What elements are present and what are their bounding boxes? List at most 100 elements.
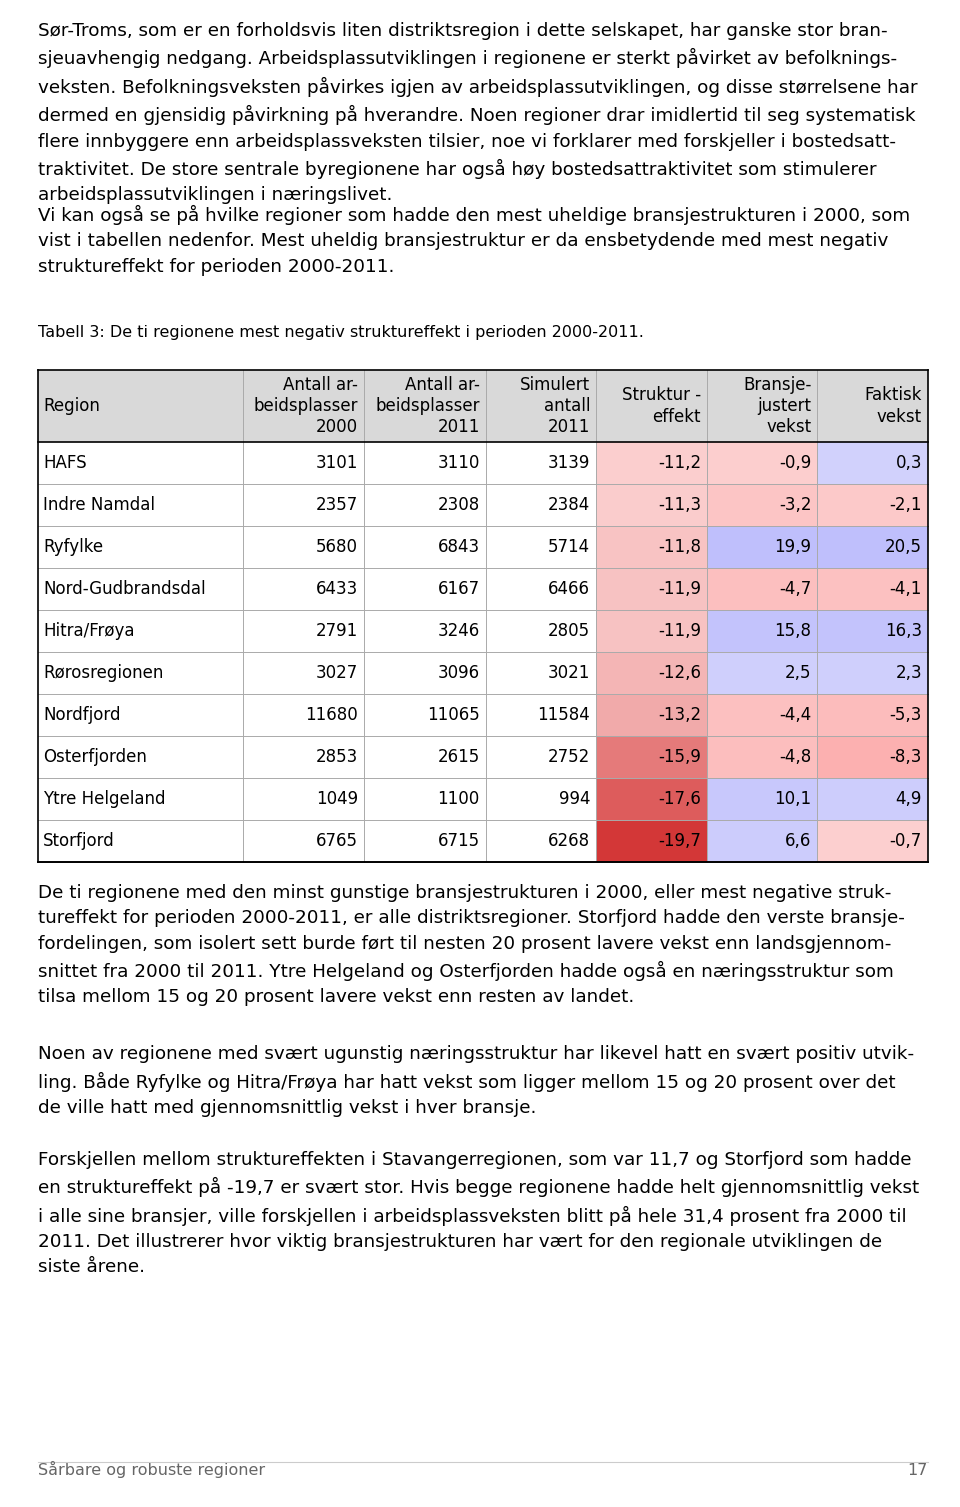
Bar — [818, 610, 928, 653]
Bar — [243, 735, 364, 778]
Text: De ti regionene med den minst gunstige bransjestrukturen i 2000, eller mest nega: De ti regionene med den minst gunstige b… — [38, 885, 905, 1007]
Text: -4,7: -4,7 — [780, 580, 811, 598]
Text: 1049: 1049 — [316, 790, 358, 808]
Text: 3027: 3027 — [316, 665, 358, 683]
Bar — [818, 653, 928, 695]
Text: -0,7: -0,7 — [890, 832, 922, 850]
Bar — [596, 568, 707, 610]
Bar — [486, 778, 596, 820]
Text: 19,9: 19,9 — [775, 538, 811, 556]
Text: 6268: 6268 — [548, 832, 590, 850]
Bar — [707, 695, 818, 735]
Bar — [818, 695, 928, 735]
Bar — [38, 778, 243, 820]
Text: -5,3: -5,3 — [890, 705, 922, 723]
Text: 2,5: 2,5 — [785, 665, 811, 683]
Text: Ytre Helgeland: Ytre Helgeland — [43, 790, 165, 808]
Text: -17,6: -17,6 — [658, 790, 701, 808]
Bar — [818, 526, 928, 568]
Text: 2791: 2791 — [316, 622, 358, 640]
Text: 2357: 2357 — [316, 496, 358, 514]
Text: Faktisk
vekst: Faktisk vekst — [865, 386, 922, 426]
Text: Struktur -
effekt: Struktur - effekt — [622, 386, 701, 426]
Bar — [364, 442, 486, 484]
Text: -12,6: -12,6 — [658, 665, 701, 683]
Text: Sør-Troms, som er en forholdsvis liten distriktsregion i dette selskapet, har ga: Sør-Troms, som er en forholdsvis liten d… — [38, 23, 918, 205]
Bar — [243, 568, 364, 610]
Text: Storfjord: Storfjord — [43, 832, 115, 850]
Bar — [707, 820, 818, 862]
Text: Simulert
antall
2011: Simulert antall 2011 — [520, 375, 590, 437]
Bar — [38, 653, 243, 695]
Text: 10,1: 10,1 — [775, 790, 811, 808]
Text: -4,1: -4,1 — [890, 580, 922, 598]
Text: Noen av regionene med svært ugunstig næringsstruktur har likevel hatt en svært p: Noen av regionene med svært ugunstig nær… — [38, 1046, 914, 1117]
Bar — [364, 484, 486, 526]
Text: Vi kan også se på hvilke regioner som hadde den mest uheldige bransjestrukturen : Vi kan også se på hvilke regioner som ha… — [38, 205, 910, 276]
Bar — [707, 653, 818, 695]
Text: 5714: 5714 — [548, 538, 590, 556]
Text: Rørosregionen: Rørosregionen — [43, 665, 163, 683]
Text: 3096: 3096 — [438, 665, 480, 683]
Text: -11,8: -11,8 — [658, 538, 701, 556]
Bar — [243, 610, 364, 653]
Bar — [596, 653, 707, 695]
Text: 15,8: 15,8 — [775, 622, 811, 640]
Bar — [243, 484, 364, 526]
Text: 0,3: 0,3 — [896, 454, 922, 472]
Bar — [38, 442, 243, 484]
Bar — [486, 610, 596, 653]
Text: 4,9: 4,9 — [896, 790, 922, 808]
Text: 2853: 2853 — [316, 747, 358, 766]
Text: Sårbare og robuste regioner: Sårbare og robuste regioner — [38, 1460, 265, 1478]
Text: 2805: 2805 — [548, 622, 590, 640]
Bar — [38, 610, 243, 653]
Bar — [38, 735, 243, 778]
Text: 6167: 6167 — [438, 580, 480, 598]
Bar — [486, 735, 596, 778]
Bar — [38, 526, 243, 568]
Bar — [486, 653, 596, 695]
Bar — [38, 695, 243, 735]
Text: 20,5: 20,5 — [885, 538, 922, 556]
Text: 11680: 11680 — [305, 705, 358, 723]
Text: 3110: 3110 — [438, 454, 480, 472]
Bar — [596, 484, 707, 526]
Text: 994: 994 — [559, 790, 590, 808]
Bar — [707, 484, 818, 526]
Bar — [486, 484, 596, 526]
Text: Tabell 3: De ti regionene mest negativ struktureffekt i perioden 2000-2011.: Tabell 3: De ti regionene mest negativ s… — [38, 326, 644, 341]
Bar — [596, 610, 707, 653]
Bar — [596, 778, 707, 820]
Text: Forskjellen mellom struktureffekten i Stavangerregionen, som var 11,7 og Storfjo: Forskjellen mellom struktureffekten i St… — [38, 1151, 920, 1276]
Bar — [707, 778, 818, 820]
Text: 3246: 3246 — [438, 622, 480, 640]
Text: -8,3: -8,3 — [890, 747, 922, 766]
Bar — [364, 695, 486, 735]
Text: Nordfjord: Nordfjord — [43, 705, 121, 723]
Text: Region: Region — [43, 396, 100, 414]
Text: -11,3: -11,3 — [658, 496, 701, 514]
Bar — [364, 778, 486, 820]
Text: Bransje-
justert
vekst: Bransje- justert vekst — [743, 375, 811, 437]
Bar — [818, 820, 928, 862]
Text: -19,7: -19,7 — [658, 832, 701, 850]
Bar — [38, 484, 243, 526]
Bar — [243, 695, 364, 735]
Text: 2615: 2615 — [438, 747, 480, 766]
Bar — [818, 442, 928, 484]
Bar — [243, 653, 364, 695]
Text: 11065: 11065 — [427, 705, 480, 723]
Text: Hitra/Frøya: Hitra/Frøya — [43, 622, 134, 640]
Text: 3021: 3021 — [548, 665, 590, 683]
Text: Ryfylke: Ryfylke — [43, 538, 103, 556]
Text: Antall ar-
beidsplasser
2011: Antall ar- beidsplasser 2011 — [375, 375, 480, 437]
Bar — [364, 526, 486, 568]
Bar — [486, 695, 596, 735]
Bar — [596, 820, 707, 862]
Bar — [596, 735, 707, 778]
Text: 6466: 6466 — [548, 580, 590, 598]
Bar — [486, 442, 596, 484]
Text: 2,3: 2,3 — [896, 665, 922, 683]
Bar — [707, 526, 818, 568]
